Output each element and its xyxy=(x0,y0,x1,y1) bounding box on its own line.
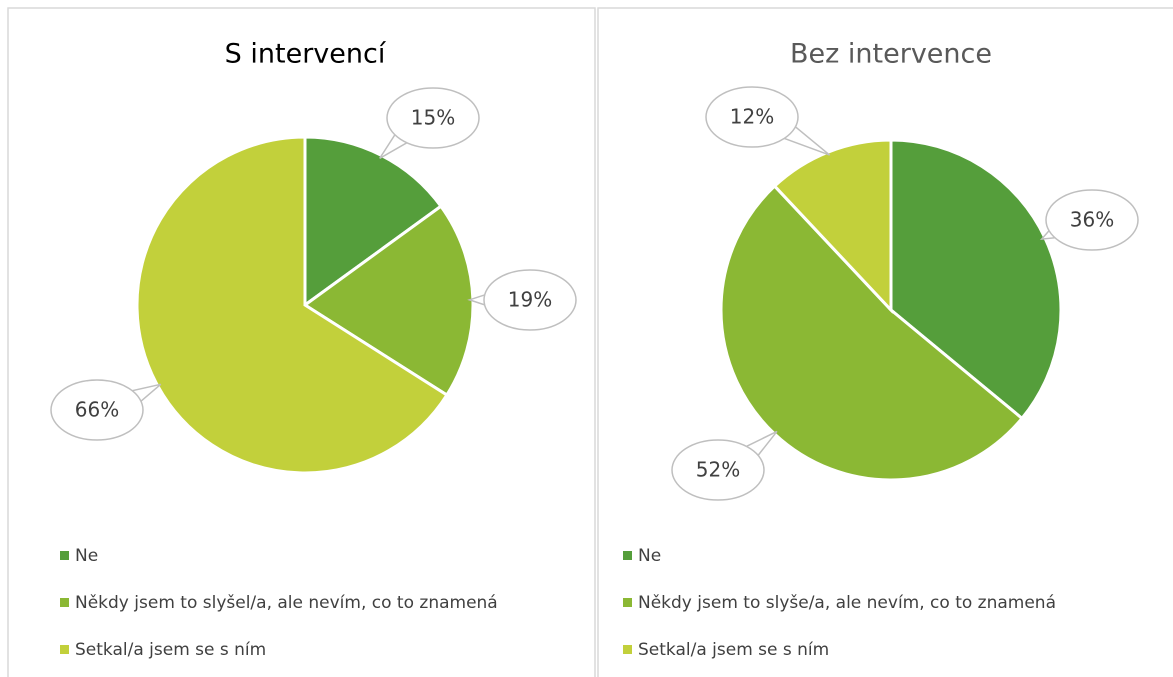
legend-swatch xyxy=(623,598,632,607)
legend-swatch xyxy=(623,645,632,654)
data-label: 19% xyxy=(508,288,552,312)
legend-swatch xyxy=(60,551,69,560)
callout xyxy=(705,86,799,148)
callout xyxy=(1045,189,1139,251)
legend-label: Setkal/a jsem se s ním xyxy=(75,640,266,660)
data-label: 36% xyxy=(1070,208,1114,232)
chart-title: S intervencí xyxy=(225,39,387,70)
data-label: 66% xyxy=(75,398,119,422)
data-label: 15% xyxy=(411,106,455,130)
callout xyxy=(671,439,765,501)
legend-label: Ne xyxy=(75,546,98,566)
chart-title: Bez intervence xyxy=(790,39,992,70)
data-label: 52% xyxy=(696,458,740,482)
legend-swatch xyxy=(60,645,69,654)
data-label: 12% xyxy=(730,105,774,129)
callout xyxy=(50,379,144,441)
pie-slice xyxy=(772,138,893,314)
legend-label: Ne xyxy=(638,546,661,566)
legend-swatch xyxy=(623,551,632,560)
legend-label: Někdy jsem to slyšel/a, ale nevím, co to… xyxy=(75,593,498,613)
legend-swatch xyxy=(60,598,69,607)
legend-label: Setkal/a jsem se s ním xyxy=(638,640,829,660)
legend-label: Někdy jsem to slyše/a, ale nevím, co to … xyxy=(638,593,1056,613)
callout xyxy=(483,269,577,331)
panel xyxy=(7,7,596,677)
panel xyxy=(597,7,1173,677)
callout xyxy=(386,87,480,149)
